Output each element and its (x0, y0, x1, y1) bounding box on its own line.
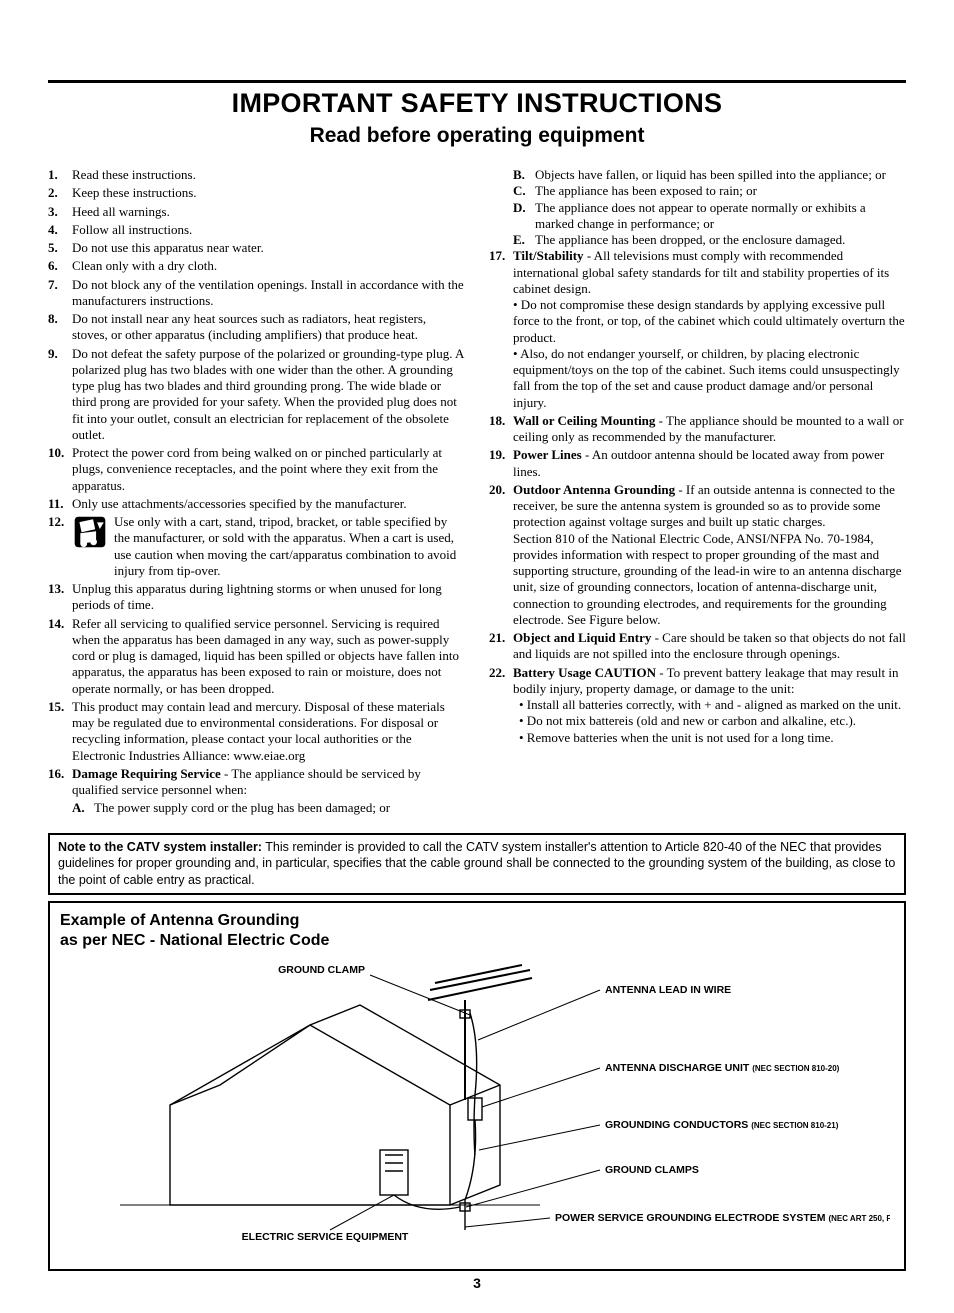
list-item-20: 20. Outdoor Antenna Grounding - If an ou… (489, 482, 906, 628)
item12-text: Use only with a cart, stand, tripod, bra… (114, 514, 465, 579)
antenna-diagram: GROUND CLAMP ANTENNA LEAD IN WIRE ANTENN… (60, 955, 894, 1259)
top-rule (48, 80, 906, 83)
instruction-columns: 1.Read these instructions. 2.Keep these … (48, 167, 906, 819)
diagram-title-1: Example of Antenna Grounding (60, 911, 894, 931)
cart-tipover-icon (72, 514, 108, 550)
list-item-21: 21.Object and Liquid Entry - Care should… (489, 630, 906, 663)
page-number: 3 (48, 1275, 906, 1293)
list-item-22: 22. Battery Usage CAUTION - To prevent b… (489, 665, 906, 746)
catv-note: Note to the CATV system installer: This … (48, 833, 906, 896)
label-ground-clamp-top: GROUND CLAMP (278, 964, 365, 976)
list-item: 13.Unplug this apparatus during lightnin… (48, 581, 465, 614)
item16-bold: Damage Requiring Service (72, 766, 221, 781)
left-list: 1.Read these instructions. 2.Keep these … (48, 167, 465, 817)
title-block: IMPORTANT SAFETY INSTRUCTIONS Read befor… (48, 87, 906, 149)
list-item: 9.Do not defeat the safety purpose of th… (48, 346, 465, 444)
label-electric-service: ELECTRIC SERVICE EQUIPMENT (242, 1231, 409, 1243)
list-item: 10.Protect the power cord from being wal… (48, 445, 465, 494)
label-conductors: GROUNDING CONDUCTORS (NEC SECTION 810-21… (605, 1119, 839, 1131)
right-list: 17. Tilt/Stability - All televisions mus… (489, 248, 906, 746)
list-item: 6.Clean only with a dry cloth. (48, 258, 465, 274)
page-subtitle: Read before operating equipment (48, 123, 906, 149)
label-power-electrode: POWER SERVICE GROUNDING ELECTRODE SYSTEM… (555, 1212, 890, 1224)
list-item-19: 19.Power Lines - An outdoor antenna shou… (489, 447, 906, 480)
list-item: 14.Refer all servicing to qualified serv… (48, 616, 465, 697)
list-item: 3.Heed all warnings. (48, 204, 465, 220)
list-item-12: 12. (48, 514, 465, 579)
list-item: 8.Do not install near any heat sources s… (48, 311, 465, 344)
diagram-title-2: as per NEC - National Electric Code (60, 931, 894, 951)
list-item-17: 17. Tilt/Stability - All televisions mus… (489, 248, 906, 411)
right-column: B.Objects have fallen, or liquid has bee… (489, 167, 906, 819)
list-item: 4.Follow all instructions. (48, 222, 465, 238)
list-item-18: 18.Wall or Ceiling Mounting - The applia… (489, 413, 906, 446)
list-item: 11.Only use attachments/accessories spec… (48, 496, 465, 512)
list-item: 5.Do not use this apparatus near water. (48, 240, 465, 256)
antenna-diagram-box: Example of Antenna Grounding as per NEC … (48, 901, 906, 1271)
label-discharge: ANTENNA DISCHARGE UNIT (NEC SECTION 810-… (605, 1062, 840, 1074)
list-item: 7.Do not block any of the ventilation op… (48, 277, 465, 310)
label-ground-clamps: GROUND CLAMPS (605, 1164, 699, 1176)
list-item: 1.Read these instructions. (48, 167, 465, 183)
list-item-16: 16. Damage Requiring Service - The appli… (48, 766, 465, 817)
left-column: 1.Read these instructions. 2.Keep these … (48, 167, 465, 819)
page-title: IMPORTANT SAFETY INSTRUCTIONS (48, 87, 906, 121)
list-item: 15.This product may contain lead and mer… (48, 699, 465, 764)
list-item: 2.Keep these instructions. (48, 185, 465, 201)
label-antenna-lead: ANTENNA LEAD IN WIRE (605, 984, 731, 996)
catv-bold: Note to the CATV system installer: (58, 840, 262, 854)
item16-continued: B.Objects have fallen, or liquid has bee… (489, 167, 906, 248)
